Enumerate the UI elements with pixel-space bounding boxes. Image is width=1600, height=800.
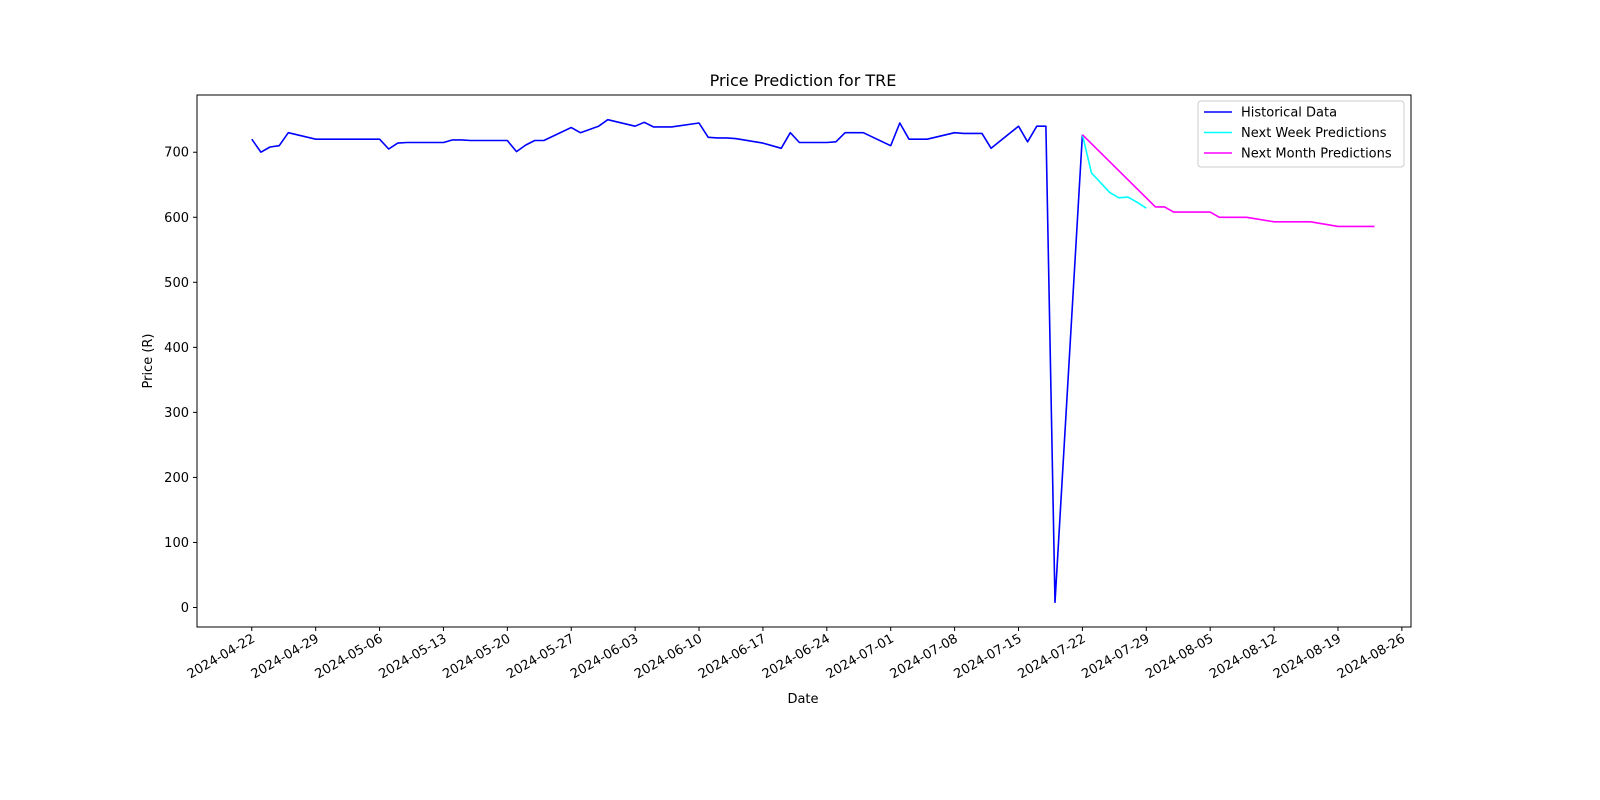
y-tick-label: 500 bbox=[164, 276, 189, 291]
legend: Historical Data Next Week Predictions Next… bbox=[1197, 100, 1405, 168]
x-tick-label: 2024-04-22 bbox=[185, 631, 258, 682]
legend-box bbox=[1197, 100, 1405, 168]
y-tick-label: 400 bbox=[164, 341, 189, 356]
x-axis-label: Date bbox=[787, 692, 818, 707]
x-tick-label: 2024-05-20 bbox=[440, 631, 513, 682]
y-tick-label: 100 bbox=[164, 536, 189, 551]
next-month-predictions-line bbox=[1081, 134, 1375, 228]
x-tick-label: 2024-08-26 bbox=[1335, 631, 1408, 682]
x-tick-label: 2024-05-13 bbox=[377, 631, 450, 682]
x-tick-label: 2024-04-29 bbox=[249, 631, 322, 682]
x-axis: 2024-04-222024-04-292024-05-062024-05-13… bbox=[185, 627, 1408, 682]
x-tick-label: 2024-07-22 bbox=[1015, 631, 1088, 682]
y-axis-label: Price (R) bbox=[141, 333, 156, 388]
x-tick-label: 2024-08-19 bbox=[1271, 631, 1344, 682]
x-tick-label: 2024-05-06 bbox=[313, 631, 386, 682]
legend-label: Next Month Predictions bbox=[1241, 147, 1392, 162]
y-tick-label: 200 bbox=[164, 471, 189, 486]
y-tick-label: 600 bbox=[164, 211, 189, 226]
y-tick-label: 700 bbox=[164, 146, 189, 161]
x-tick-label: 2024-07-15 bbox=[952, 631, 1025, 682]
x-tick-label: 2024-06-17 bbox=[696, 631, 769, 682]
x-tick-label: 2024-07-01 bbox=[824, 631, 897, 682]
x-tick-label: 2024-06-03 bbox=[568, 631, 641, 682]
x-tick-label: 2024-05-27 bbox=[504, 631, 577, 682]
x-tick-label: 2024-08-05 bbox=[1143, 631, 1216, 682]
plot-area bbox=[196, 94, 1412, 628]
next-week-predictions-line bbox=[1081, 134, 1147, 209]
y-axis: 0 100 200 300 400 500 600 700 bbox=[164, 146, 197, 616]
y-tick-label: 300 bbox=[164, 406, 189, 421]
legend-label: Historical Data bbox=[1241, 106, 1337, 121]
x-tick-label: 2024-08-12 bbox=[1207, 631, 1280, 682]
x-tick-label: 2024-06-10 bbox=[632, 631, 705, 682]
x-tick-label: 2024-07-29 bbox=[1079, 631, 1152, 682]
x-tick-label: 2024-07-08 bbox=[888, 631, 961, 682]
y-tick-label: 0 bbox=[181, 601, 189, 616]
historical-data-line bbox=[251, 118, 1084, 604]
legend-label: Next Week Predictions bbox=[1241, 126, 1387, 141]
x-tick-label: 2024-06-24 bbox=[760, 631, 833, 682]
series-lines bbox=[251, 118, 1375, 604]
chart-title: Price Prediction for TRE bbox=[710, 71, 897, 90]
